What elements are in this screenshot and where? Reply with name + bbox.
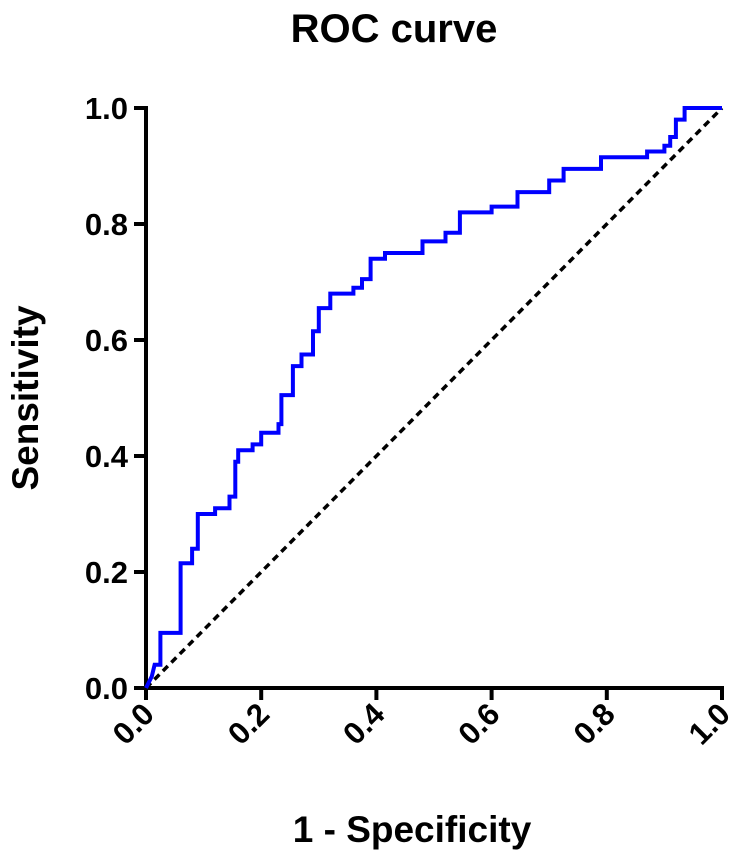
- y-tick-label: 0.6: [85, 323, 128, 358]
- axes: [144, 106, 724, 690]
- series-layer: [144, 106, 724, 690]
- chart-title: ROC curve: [291, 7, 498, 51]
- y-tick-label: 0.2: [85, 555, 128, 590]
- y-tick-label: 1.0: [85, 91, 128, 126]
- x-tick-label: 0.6: [451, 696, 506, 751]
- y-axis-label: Sensitivity: [5, 305, 46, 490]
- x-tick-label: 1.0: [682, 696, 735, 751]
- x-tick-label: 0.2: [221, 696, 276, 751]
- x-tick-label: 0.8: [567, 696, 622, 751]
- reference-diagonal-line: [144, 106, 724, 690]
- roc-curve-line: [144, 106, 722, 689]
- x-tick-label: 0.4: [336, 696, 392, 752]
- y-tick-label: 0.0: [85, 671, 128, 706]
- x-axis-label: 1 - Specificity: [293, 809, 532, 850]
- y-tick-label: 0.8: [85, 207, 128, 242]
- y-tick-label: 0.4: [85, 439, 129, 474]
